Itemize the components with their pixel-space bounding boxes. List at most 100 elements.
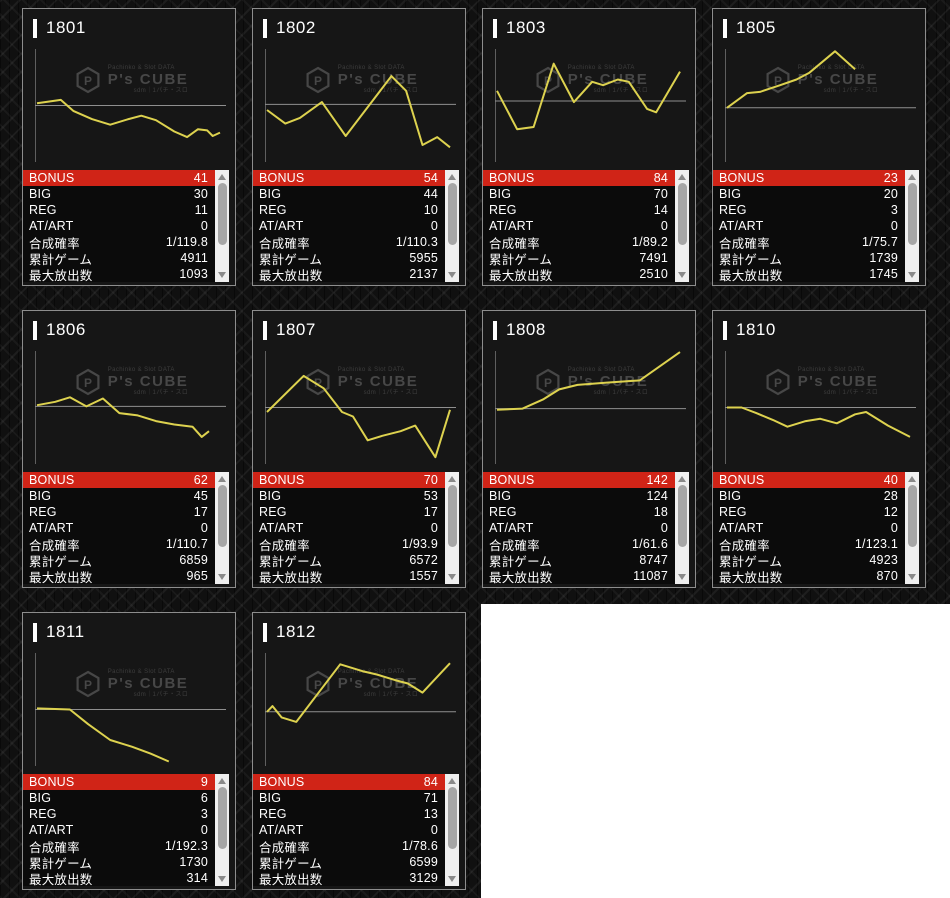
stat-value-reg: 12 — [883, 505, 898, 519]
scroll-up-arrow-icon[interactable] — [448, 778, 456, 784]
stat-row-games: 累計ゲーム 8747 — [483, 552, 675, 569]
stat-label-big: BIG — [259, 187, 282, 201]
scroll-up-arrow-icon[interactable] — [448, 476, 456, 482]
scrollbar-thumb[interactable] — [447, 183, 457, 245]
scrollbar[interactable] — [215, 472, 229, 584]
stat-label-games: 累計ゲーム — [29, 252, 93, 267]
scrollbar[interactable] — [905, 472, 919, 584]
scrollbar[interactable] — [215, 170, 229, 282]
scrollbar[interactable] — [905, 170, 919, 282]
machine-card[interactable]: 1802 P Pachinko & Slot DATA P's CUBE sdm… — [252, 8, 466, 286]
stat-row-rate: 合成確率 1/119.8 — [23, 234, 215, 251]
machine-card[interactable]: 1803 P Pachinko & Slot DATA P's CUBE sdm… — [482, 8, 696, 286]
scrollbar-thumb[interactable] — [447, 787, 457, 849]
scroll-down-arrow-icon[interactable] — [218, 876, 226, 882]
stat-row-bonus: BONUS 40 — [713, 472, 905, 488]
machine-card[interactable]: 1808 P Pachinko & Slot DATA P's CUBE sdm… — [482, 310, 696, 588]
scrollbar[interactable] — [445, 170, 459, 282]
scroll-up-arrow-icon[interactable] — [448, 174, 456, 180]
scroll-down-arrow-icon[interactable] — [448, 876, 456, 882]
stat-row-big: BIG 124 — [483, 488, 675, 504]
scrollbar-thumb[interactable] — [217, 183, 227, 245]
watermark-brand: P's CUBE — [567, 70, 649, 88]
stat-label-games: 累計ゲーム — [29, 856, 93, 871]
stat-row-rate: 合成確率 1/192.3 — [23, 838, 215, 855]
stat-label-bonus: BONUS — [29, 775, 75, 789]
stat-label-bonus: BONUS — [719, 171, 765, 185]
stat-value-at-art: 0 — [200, 521, 208, 535]
stat-label-bonus: BONUS — [29, 473, 75, 487]
watermark-small-bottom: sdm｜1パチ・スロ — [823, 390, 879, 397]
stat-label-big: BIG — [719, 187, 742, 201]
machine-number: 1806 — [46, 320, 86, 339]
scroll-up-arrow-icon[interactable] — [908, 174, 916, 180]
stat-label-at-art: AT/ART — [259, 823, 304, 837]
stat-label-rate: 合成確率 — [489, 538, 540, 553]
scroll-up-arrow-icon[interactable] — [908, 476, 916, 482]
scroll-up-arrow-icon[interactable] — [218, 476, 226, 482]
stat-label-reg: REG — [719, 505, 747, 519]
scrollbar-thumb[interactable] — [217, 485, 227, 547]
scrollbar-thumb[interactable] — [217, 787, 227, 849]
stat-row-at-art: AT/ART 0 — [713, 520, 905, 536]
slump-chart: P Pachinko & Slot DATA P's CUBE sdm｜1パチ・… — [495, 49, 686, 162]
scrollbar-thumb[interactable] — [677, 485, 687, 547]
scroll-down-arrow-icon[interactable] — [218, 574, 226, 580]
title-accent-bar — [33, 622, 37, 642]
machine-card[interactable]: 1812 P Pachinko & Slot DATA P's CUBE sdm… — [252, 612, 466, 890]
scroll-up-arrow-icon[interactable] — [678, 476, 686, 482]
scroll-up-arrow-icon[interactable] — [218, 778, 226, 784]
ps-cube-logo-icon: P — [306, 670, 330, 698]
stat-row-games: 累計ゲーム 4911 — [23, 250, 215, 267]
machine-card[interactable]: 1807 P Pachinko & Slot DATA P's CUBE sdm… — [252, 310, 466, 588]
stat-row-games: 累計ゲーム 4923 — [713, 552, 905, 569]
scroll-down-arrow-icon[interactable] — [218, 272, 226, 278]
scroll-down-arrow-icon[interactable] — [448, 574, 456, 580]
stat-value-games: 4911 — [180, 251, 208, 265]
ps-cube-watermark: P Pachinko & Slot DATA P's CUBE sdm｜1パチ・… — [725, 367, 916, 397]
scrollbar[interactable] — [675, 170, 689, 282]
scrollbar-thumb[interactable] — [907, 183, 917, 245]
machine-card[interactable]: 1810 P Pachinko & Slot DATA P's CUBE sdm… — [712, 310, 926, 588]
watermark-small-bottom: sdm｜1パチ・スロ — [363, 390, 419, 397]
scroll-down-arrow-icon[interactable] — [678, 272, 686, 278]
stat-row-rate: 合成確率 1/123.1 — [713, 536, 905, 553]
stat-value-bonus: 84 — [653, 171, 668, 185]
scroll-down-arrow-icon[interactable] — [908, 272, 916, 278]
scroll-up-arrow-icon[interactable] — [218, 174, 226, 180]
stat-label-payout: 最大放出数 — [489, 570, 553, 585]
machine-card[interactable]: 1805 P Pachinko & Slot DATA P's CUBE sdm… — [712, 8, 926, 286]
scrollbar[interactable] — [445, 472, 459, 584]
scroll-up-arrow-icon[interactable] — [678, 174, 686, 180]
stat-label-games: 累計ゲーム — [489, 554, 553, 569]
scrollbar[interactable] — [675, 472, 689, 584]
card-title: 1802 — [263, 18, 316, 38]
scrollbar[interactable] — [215, 774, 229, 886]
scroll-down-arrow-icon[interactable] — [908, 574, 916, 580]
stat-row-reg: REG 3 — [713, 202, 905, 218]
machine-card[interactable]: 1811 P Pachinko & Slot DATA P's CUBE sdm… — [22, 612, 236, 890]
machine-card[interactable]: 1801 P Pachinko & Slot DATA P's CUBE sdm… — [22, 8, 236, 286]
stat-row-rate: 合成確率 1/89.2 — [483, 234, 675, 251]
slump-chart: P Pachinko & Slot DATA P's CUBE sdm｜1パチ・… — [35, 49, 226, 162]
stat-label-rate: 合成確率 — [259, 236, 310, 251]
stat-label-at-art: AT/ART — [489, 521, 534, 535]
stat-label-rate: 合成確率 — [29, 840, 80, 855]
slump-chart: P Pachinko & Slot DATA P's CUBE sdm｜1パチ・… — [265, 351, 456, 464]
stat-row-payout: 最大放出数 1093 — [23, 266, 215, 283]
scroll-down-arrow-icon[interactable] — [448, 272, 456, 278]
stat-label-big: BIG — [489, 187, 512, 201]
machine-card[interactable]: 1806 P Pachinko & Slot DATA P's CUBE sdm… — [22, 310, 236, 588]
stat-label-games: 累計ゲーム — [259, 856, 323, 871]
stat-label-payout: 最大放出数 — [29, 268, 93, 283]
machine-number: 1812 — [276, 622, 316, 641]
scroll-down-arrow-icon[interactable] — [678, 574, 686, 580]
scrollbar-thumb[interactable] — [447, 485, 457, 547]
stat-label-at-art: AT/ART — [259, 219, 304, 233]
scrollbar-thumb[interactable] — [677, 183, 687, 245]
stat-row-at-art: AT/ART 0 — [23, 520, 215, 536]
scrollbar-thumb[interactable] — [907, 485, 917, 547]
stat-value-reg: 14 — [653, 203, 668, 217]
ps-cube-watermark: P Pachinko & Slot DATA P's CUBE sdm｜1パチ・… — [35, 669, 226, 699]
scrollbar[interactable] — [445, 774, 459, 886]
